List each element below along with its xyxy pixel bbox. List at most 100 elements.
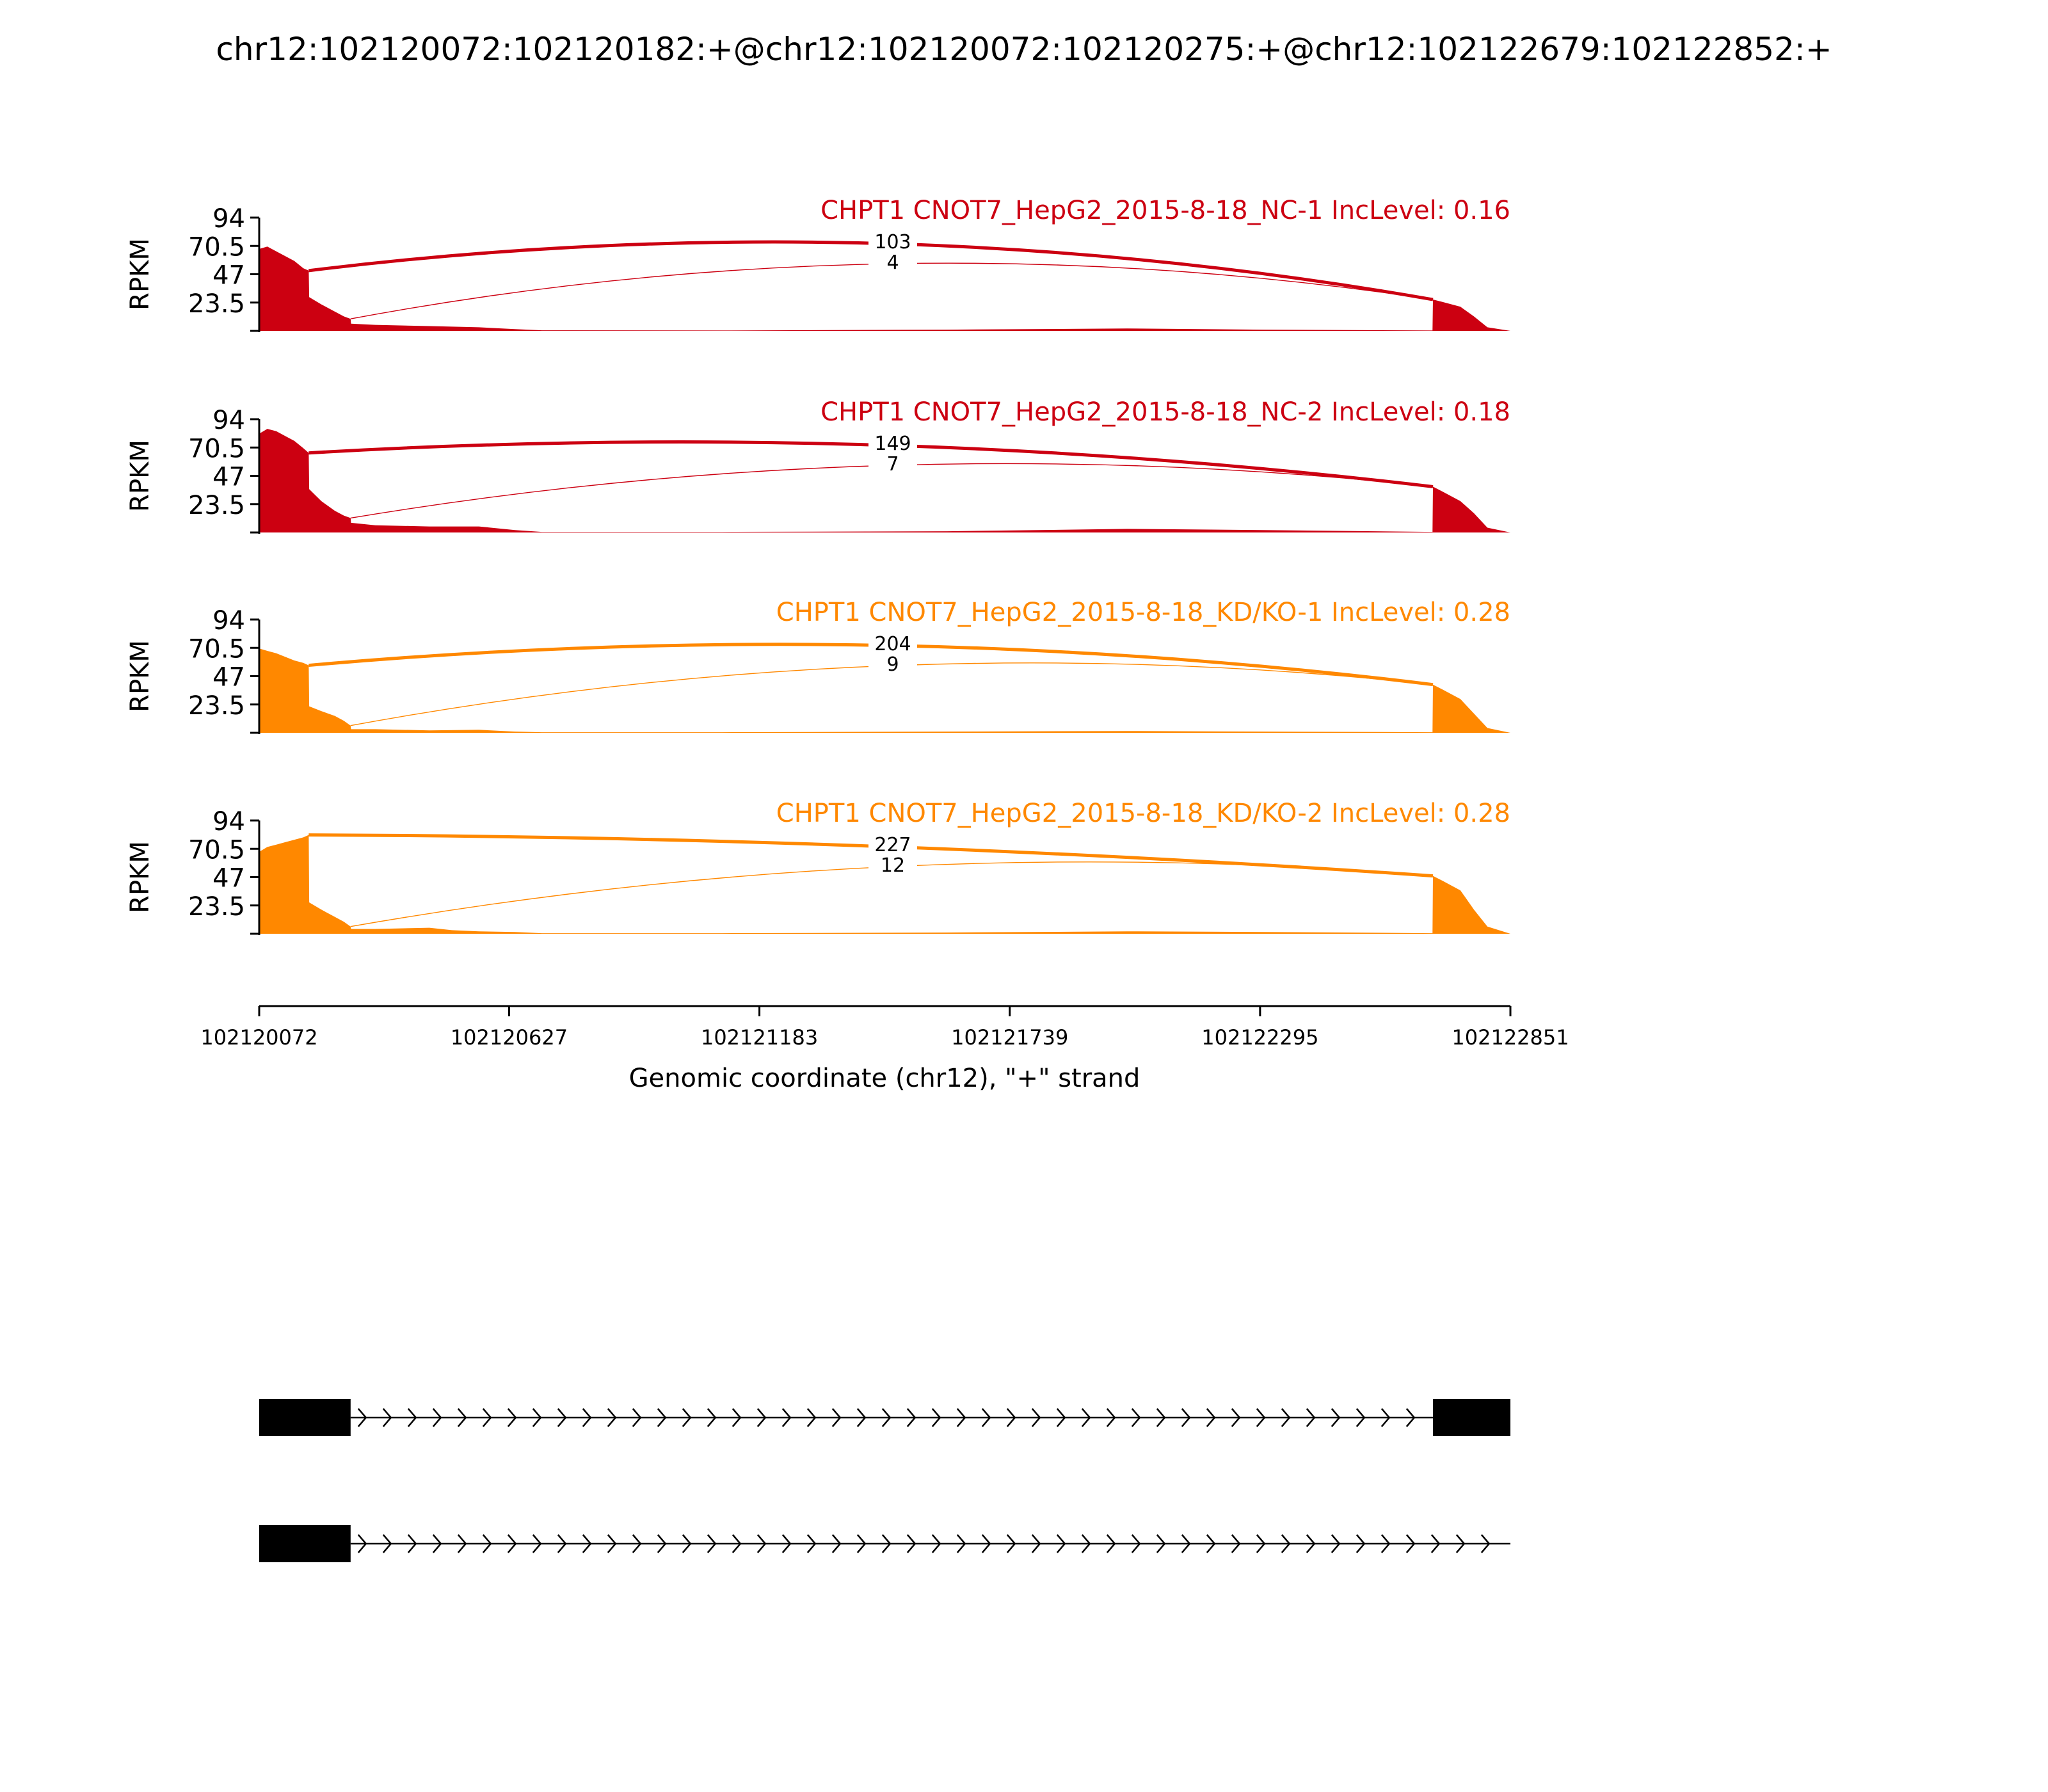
strand-chevron (1081, 1408, 1091, 1427)
strand-chevron (1206, 1408, 1216, 1427)
strand-chevron (657, 1534, 667, 1553)
strand-chevron (881, 1534, 892, 1553)
transcript-model-1 (259, 1399, 1510, 1436)
strand-chevron (482, 1534, 492, 1553)
strand-chevron (557, 1534, 567, 1553)
strand-chevron (1006, 1408, 1016, 1427)
strand-chevron (457, 1534, 467, 1553)
y-tick-label: 94 (212, 807, 245, 836)
strand-chevron (407, 1408, 417, 1427)
strand-chevron (806, 1408, 817, 1427)
strand-chevron (357, 1408, 367, 1427)
strand-chevron (906, 1408, 916, 1427)
strand-chevron (1430, 1534, 1441, 1553)
strand-chevron (1056, 1534, 1066, 1553)
y-tick-label: 70.5 (188, 434, 245, 463)
y-tick-label: 23.5 (188, 691, 245, 721)
strand-chevron (457, 1408, 467, 1427)
y-tick-label: 47 (212, 864, 245, 893)
strand-chevron (682, 1408, 692, 1427)
strand-chevron (582, 1408, 592, 1427)
strand-chevron (1380, 1534, 1391, 1553)
y-tick-label: 23.5 (188, 892, 245, 922)
strand-chevron (732, 1534, 742, 1553)
strand-chevron (781, 1534, 792, 1553)
strand-chevron (1181, 1534, 1191, 1553)
strand-chevron (1455, 1534, 1466, 1553)
strand-chevron (1031, 1408, 1041, 1427)
x-tick-label: 102120627 (451, 1025, 568, 1050)
strand-chevron (1231, 1408, 1241, 1427)
strand-chevron (981, 1408, 991, 1427)
strand-chevron (732, 1408, 742, 1427)
sample-label: CHPT1 CNOT7_HepG2_2015-8-18_NC-1 IncLeve… (820, 196, 1510, 225)
strand-chevron (1156, 1408, 1166, 1427)
junction-count-label: 227 (874, 834, 911, 856)
strand-chevron (1231, 1534, 1241, 1553)
strand-chevron (632, 1408, 642, 1427)
strand-chevron (1081, 1534, 1091, 1553)
y-axis-label: RPKM (125, 640, 155, 712)
strand-chevron (532, 1534, 542, 1553)
strand-chevron (1405, 1408, 1416, 1427)
strand-chevron (407, 1534, 417, 1553)
strand-chevron (1356, 1534, 1366, 1553)
strand-chevron (881, 1408, 892, 1427)
strand-chevron (1256, 1534, 1266, 1553)
strand-chevron (482, 1408, 492, 1427)
y-axis-label: RPKM (125, 440, 155, 512)
strand-chevron (382, 1408, 392, 1427)
junction-label-bg (868, 432, 917, 454)
transcript-model-2 (259, 1525, 1510, 1562)
y-tick-label: 23.5 (188, 491, 245, 520)
junction-count-label: 149 (874, 433, 911, 455)
strand-chevron (831, 1408, 842, 1427)
strand-chevron (357, 1534, 367, 1553)
strand-chevron (756, 1408, 767, 1427)
junction-count-label: 103 (874, 231, 911, 253)
x-axis-label: Genomic coordinate (chr12), "+" strand (629, 1064, 1140, 1093)
exon-block (259, 1525, 351, 1562)
y-tick-label: 47 (212, 663, 245, 692)
strand-chevron (557, 1408, 567, 1427)
y-tick-label: 47 (212, 261, 245, 291)
y-axis-label: RPKM (125, 238, 155, 310)
strand-chevron (432, 1534, 442, 1553)
strand-chevron (1281, 1408, 1291, 1427)
strand-chevron (1131, 1408, 1141, 1427)
strand-chevron (1206, 1534, 1216, 1553)
strand-chevron (607, 1534, 617, 1553)
strand-chevron (1356, 1408, 1366, 1427)
x-axis: 102120072 102120627 102121183 102121739 1021… (200, 1005, 1569, 1093)
strand-chevron (756, 1534, 767, 1553)
x-tick-label: 102122851 (1452, 1025, 1569, 1050)
strand-chevron (956, 1534, 966, 1553)
strand-chevron (1181, 1408, 1191, 1427)
strand-chevron (806, 1534, 817, 1553)
strand-chevron (956, 1408, 966, 1427)
y-tick-label: 70.5 (188, 232, 245, 262)
strand-chevron (707, 1408, 717, 1427)
strand-chevron (906, 1534, 916, 1553)
y-tick-label: 94 (212, 204, 245, 234)
y-tick-label: 70.5 (188, 835, 245, 865)
y-tick-label: 47 (212, 463, 245, 492)
junction-label-bg (868, 251, 917, 273)
strand-chevron (1106, 1534, 1116, 1553)
junction-label-bg (868, 833, 917, 855)
strand-chevron (931, 1408, 941, 1427)
strand-chevron (707, 1534, 717, 1553)
strand-chevron (856, 1408, 867, 1427)
strand-chevron (682, 1534, 692, 1553)
strand-chevron (582, 1534, 592, 1553)
strand-chevron (607, 1408, 617, 1427)
y-tick-label: 94 (212, 406, 245, 435)
strand-chevron (831, 1534, 842, 1553)
sample-label: CHPT1 CNOT7_HepG2_2015-8-18_KD/KO-2 IncL… (776, 799, 1510, 828)
strand-chevron (632, 1534, 642, 1553)
junction-count-label: 4 (886, 252, 899, 274)
strand-chevron (1281, 1534, 1291, 1553)
